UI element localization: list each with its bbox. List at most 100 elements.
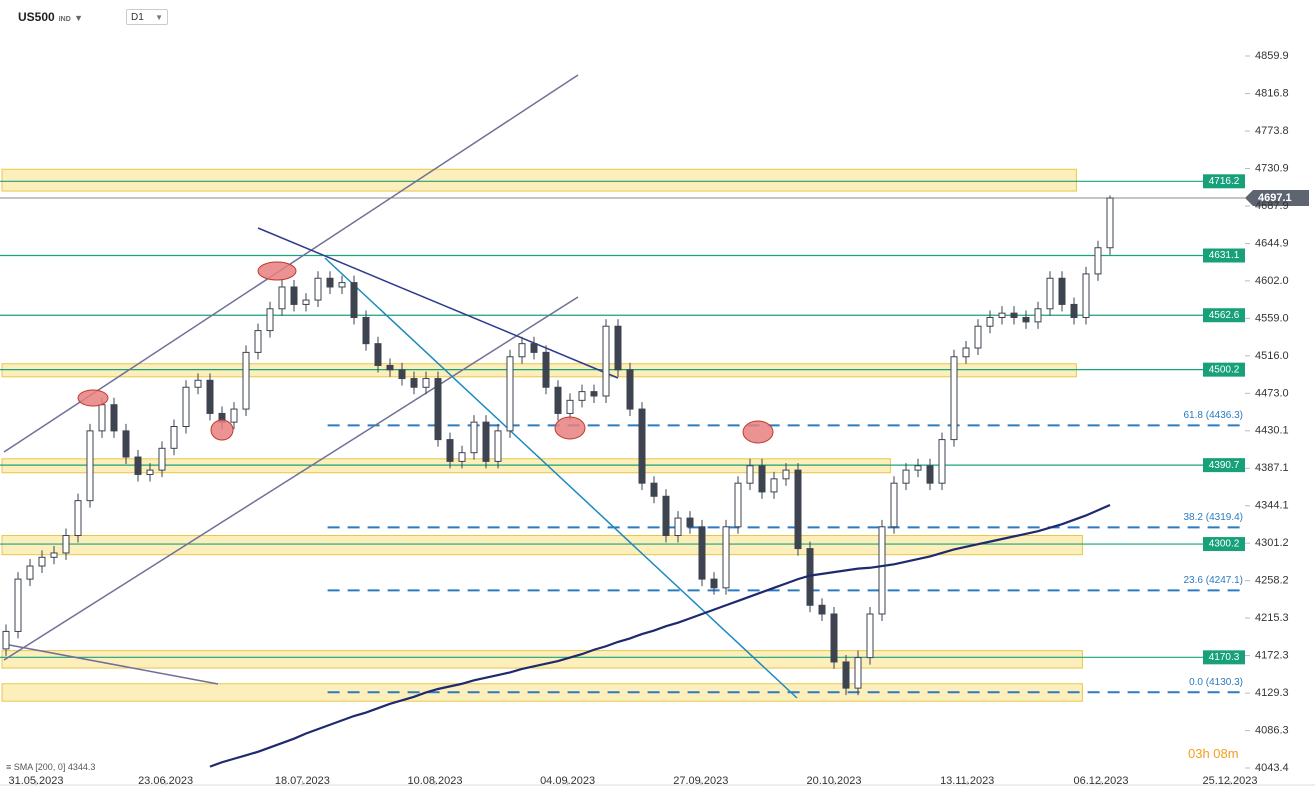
- candle-body: [602, 325, 610, 397]
- candle-body: [662, 495, 670, 537]
- level-label: 4631.1: [1209, 250, 1240, 261]
- candle-body: [746, 465, 754, 484]
- candle-body: [722, 526, 730, 589]
- candle-body: [278, 286, 286, 310]
- level-tag: [1203, 650, 1245, 665]
- zone: [1, 650, 1083, 669]
- candle-body: [326, 277, 334, 288]
- candle-body: [998, 312, 1006, 319]
- y-tick-label: 4430.1: [1255, 425, 1289, 437]
- trend-line: [324, 257, 798, 699]
- candle-body: [350, 282, 358, 319]
- channel-line: [3, 74, 579, 453]
- indicator-name: SMA: [13, 762, 33, 772]
- y-tick-label: 4559.0: [1255, 312, 1289, 324]
- timeframe-select[interactable]: D1 ▼: [126, 9, 168, 25]
- level-label: 4390.7: [1209, 460, 1240, 471]
- x-tick-label: 31.05.2023: [8, 775, 63, 787]
- candle-body: [782, 469, 790, 480]
- last-price-tag: [1245, 189, 1309, 206]
- marker: [210, 419, 234, 441]
- x-tick-label: 20.10.2023: [806, 775, 861, 787]
- candle-body: [794, 469, 802, 550]
- level-label: 4562.6: [1209, 310, 1240, 321]
- marker: [742, 420, 774, 444]
- candle-body: [914, 465, 922, 471]
- candle-body: [590, 391, 598, 397]
- fib-label: 23.6 (4247.1): [1184, 575, 1244, 586]
- level-tag: [1203, 458, 1245, 473]
- drawings: [3, 74, 798, 699]
- channel-line: [3, 296, 579, 661]
- candle-body: [770, 478, 778, 493]
- candle-body: [470, 421, 478, 454]
- y-tick-label: 4387.1: [1255, 462, 1289, 474]
- candle-body: [386, 364, 394, 371]
- candle-body: [410, 378, 418, 388]
- candle-body: [878, 526, 886, 615]
- candle-body: [26, 565, 34, 580]
- candle-body: [818, 604, 826, 615]
- candle-body: [194, 379, 202, 388]
- indicator-value: 4344.3: [67, 762, 96, 772]
- candle-body: [266, 308, 274, 332]
- candle-body: [638, 408, 646, 484]
- candle-body: [242, 351, 250, 410]
- candle-body: [962, 347, 970, 358]
- candle-body: [950, 356, 958, 441]
- candle-body: [62, 535, 70, 554]
- level-tag: [1203, 537, 1245, 552]
- candle-body: [530, 343, 538, 353]
- candle-body: [926, 465, 934, 484]
- candle-body: [938, 439, 946, 484]
- candle-body: [122, 430, 130, 458]
- timeframe[interactable]: D1: [131, 12, 144, 23]
- x-tick-label: 25.12.2023: [1202, 775, 1257, 787]
- candle-body: [614, 325, 622, 371]
- candle-body: [50, 552, 58, 558]
- candle-body: [314, 277, 322, 301]
- level-label: 4716.2: [1209, 176, 1240, 187]
- zone: [1, 683, 1083, 702]
- candle-body: [38, 556, 46, 567]
- fib-label: 38.2 (4319.4): [1184, 512, 1244, 523]
- candle-body: [866, 613, 874, 659]
- symbol-name[interactable]: US500: [18, 10, 55, 24]
- y-tick-label: 4043.4: [1255, 762, 1289, 774]
- y-tick-label: 4602.0: [1255, 275, 1289, 287]
- candle-body: [1022, 317, 1030, 323]
- level-tag: [1203, 362, 1245, 377]
- x-tick-label: 18.07.2023: [275, 775, 330, 787]
- sma-line: [209, 503, 1111, 768]
- candle-body: [1106, 197, 1114, 249]
- candle-body: [734, 482, 742, 528]
- y-tick-label: 4301.2: [1255, 537, 1289, 549]
- candle-body: [134, 456, 142, 475]
- candle-body: [482, 421, 490, 462]
- x-tick-label: 13.11.2023: [940, 775, 994, 787]
- y-tick-label: 4215.3: [1255, 612, 1289, 624]
- candle-body: [890, 482, 898, 528]
- price-axis: [1245, 0, 1315, 799]
- marker: [77, 389, 109, 407]
- symbol[interactable]: US500 IND ▼: [18, 10, 84, 24]
- candle-body: [230, 408, 238, 423]
- indicator-legend: ≡ SMA [200, 0] 4344.3: [6, 762, 96, 772]
- x-tick-label: 06.12.2023: [1073, 775, 1128, 787]
- candle-body: [362, 317, 370, 345]
- last-price-label: 4697.1: [1258, 192, 1292, 204]
- y-tick-label: 4086.3: [1255, 724, 1289, 736]
- trend-line: [3, 643, 219, 685]
- indicator-params: [200, 0]: [35, 762, 66, 772]
- x-tick-label: 27.09.2023: [673, 775, 728, 787]
- y-tick-label: 4258.2: [1255, 575, 1289, 587]
- candle-body: [842, 661, 850, 689]
- candle-body: [86, 430, 94, 502]
- y-tick-label: 4816.8: [1255, 87, 1289, 99]
- candle-body: [422, 378, 430, 388]
- candle-body: [1034, 308, 1042, 323]
- trend-line: [257, 227, 619, 379]
- zone: [1, 458, 891, 474]
